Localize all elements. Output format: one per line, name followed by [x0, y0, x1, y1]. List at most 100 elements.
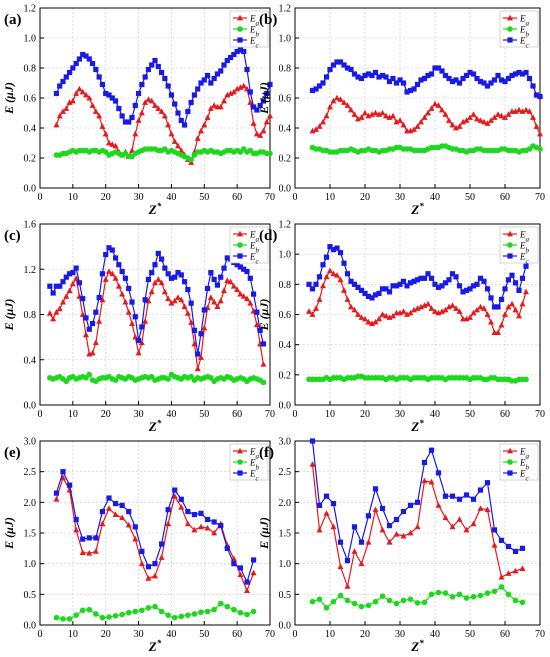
legend-marker-Ec [237, 470, 243, 476]
legend-label-Ea: Ea [249, 14, 260, 28]
data-point-Ea [484, 120, 491, 126]
data-point-Ea [53, 309, 60, 315]
data-point-Ea [263, 118, 270, 125]
data-point-Ec [439, 283, 445, 289]
data-point-Ea [152, 102, 158, 108]
data-point-Ea [516, 312, 522, 319]
data-point-Ec [442, 280, 449, 286]
data-point-Ea [99, 123, 106, 129]
y-tick-label: 0.0 [24, 401, 37, 412]
x-tick-label: 30 [395, 192, 405, 203]
x-tick-label: 40 [430, 192, 440, 203]
panel-label: (d) [259, 228, 277, 244]
x-axis-label: Z* [148, 638, 162, 654]
data-point-Ea [348, 303, 354, 310]
legend-label-Ec: Ec [249, 36, 260, 50]
data-point-Ea [418, 118, 424, 125]
data-point-Ec [152, 561, 158, 567]
data-point-Eb [372, 598, 379, 605]
data-point-Ec [344, 65, 351, 71]
data-point-Ea [142, 318, 149, 324]
data-point-Ec [379, 286, 386, 292]
data-point-Ec [337, 539, 344, 545]
data-point-Ea [404, 311, 410, 317]
data-point-Ec [237, 264, 244, 270]
data-point-Ec [112, 98, 119, 104]
data-point-Ec [512, 280, 519, 286]
data-point-Ec [421, 75, 428, 82]
data-point-Ec [158, 256, 165, 262]
data-point-Ec [227, 54, 234, 61]
data-point-Ec [204, 285, 211, 292]
legend-subscript: c [256, 475, 260, 483]
legend-marker-Ea [237, 14, 243, 21]
legend-subscript: b [526, 31, 530, 39]
x-tick-label: 0 [38, 409, 43, 420]
data-point-Ea [470, 309, 477, 316]
data-point-Ea [386, 539, 393, 545]
data-point-Eb [224, 603, 231, 610]
legend-marker-Ea [507, 14, 513, 21]
data-point-Eb [171, 614, 178, 621]
data-point-Ea [519, 108, 526, 114]
data-point-Ea [119, 514, 126, 521]
legend-marker-Eb [237, 459, 243, 465]
data-point-Ea [178, 296, 185, 303]
legend-label-Ec: Ec [519, 36, 530, 50]
data-point-Ea [142, 99, 149, 105]
data-point-Eb [267, 150, 273, 157]
data-point-Ec [463, 492, 470, 498]
data-point-Ec [439, 68, 445, 74]
data-point-Ec [460, 289, 466, 295]
x-tick-label: 60 [232, 629, 242, 640]
data-point-Ec [237, 565, 244, 571]
data-point-Ec [60, 469, 66, 475]
data-point-Ea [60, 108, 66, 114]
x-tick-label: 10 [325, 629, 335, 640]
data-point-Eb [491, 588, 498, 595]
data-point-Ec [63, 74, 69, 80]
data-point-Ea [148, 97, 155, 104]
x-tick-label: 50 [465, 409, 475, 420]
data-point-Ea [138, 339, 145, 346]
data-point-Ec [155, 63, 161, 70]
data-point-Ea [348, 106, 354, 113]
data-point-Ec [231, 561, 237, 567]
data-point-Ea [344, 296, 351, 302]
x-tick-label: 10 [325, 409, 335, 420]
data-point-Ea [449, 302, 456, 308]
data-point-Ec [103, 90, 109, 97]
data-point-Ec [224, 255, 230, 261]
data-point-Ec [435, 470, 442, 476]
data-point-Ea [112, 142, 119, 149]
data-point-Eb [125, 609, 132, 616]
y-tick-label: 0.4 [24, 355, 37, 366]
data-point-Ec [414, 81, 421, 88]
data-point-Ea [161, 288, 168, 295]
data-point-Ec [470, 496, 477, 502]
data-point-Ec [244, 579, 250, 585]
data-point-Ec [362, 72, 368, 79]
data-point-Ea [165, 121, 172, 128]
data-point-Ea [99, 520, 106, 527]
data-point-Ec [411, 278, 417, 284]
data-point-Ec [425, 271, 431, 277]
data-point-Ec [214, 282, 221, 288]
data-point-Ec [418, 77, 424, 83]
x-tick-label: 50 [465, 192, 475, 203]
x-axis-label-sup: * [419, 638, 424, 648]
y-tick-label: 2.5 [24, 467, 37, 478]
data-point-Ea [365, 318, 372, 325]
data-point-Ec [198, 510, 204, 516]
data-point-Ea [132, 535, 139, 542]
data-point-Ea [112, 275, 119, 281]
data-point-Ec [516, 69, 522, 76]
data-point-Ec [241, 266, 247, 272]
data-point-Ea [337, 96, 344, 102]
data-point-Eb [463, 595, 470, 601]
x-axis-label-sup: * [157, 201, 162, 211]
data-point-Ec [470, 71, 477, 77]
data-point-Ec [407, 280, 414, 286]
y-tick-label: 2.0 [24, 498, 37, 509]
data-point-Ea [432, 100, 438, 107]
